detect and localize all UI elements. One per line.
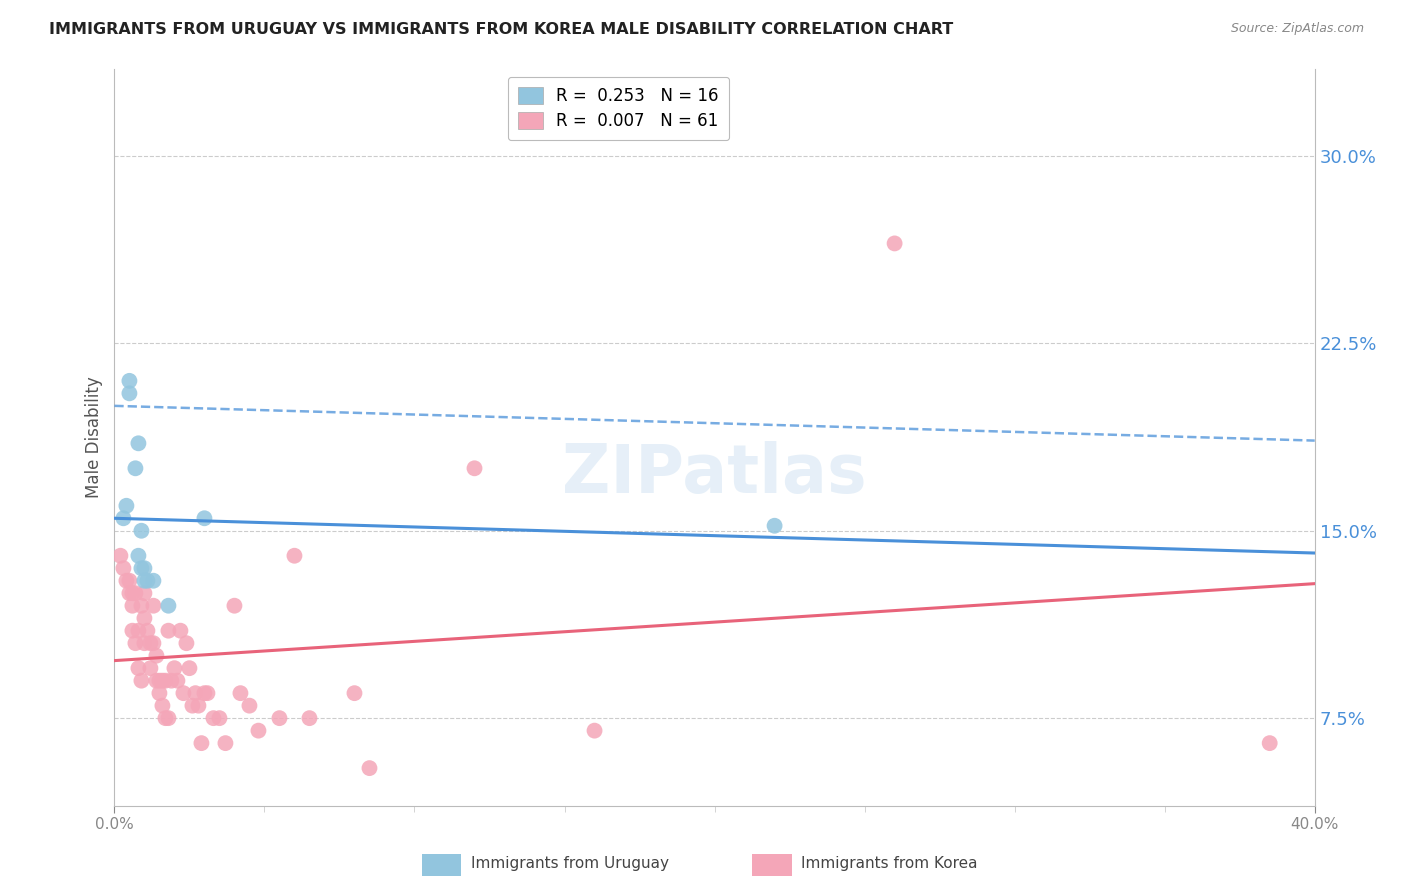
Point	[160, 673, 183, 688]
Text: ZIPatlas: ZIPatlas	[562, 441, 868, 507]
Point	[118, 586, 141, 600]
Point	[155, 673, 177, 688]
Point	[131, 673, 153, 688]
Point	[166, 673, 188, 688]
Point	[145, 673, 167, 688]
Point	[118, 574, 141, 588]
Point	[142, 599, 165, 613]
Point	[187, 698, 209, 713]
Point	[142, 636, 165, 650]
Text: Source: ZipAtlas.com: Source: ZipAtlas.com	[1230, 22, 1364, 36]
Point	[298, 711, 321, 725]
Point	[155, 711, 177, 725]
Point	[139, 636, 162, 650]
Point	[118, 386, 141, 401]
Point	[172, 686, 194, 700]
Point	[214, 736, 236, 750]
Point	[136, 574, 159, 588]
Point	[139, 661, 162, 675]
Point	[136, 624, 159, 638]
Point	[152, 698, 174, 713]
Point	[247, 723, 270, 738]
Point	[112, 561, 135, 575]
Text: Immigrants from Korea: Immigrants from Korea	[801, 856, 979, 871]
Legend: R =  0.253   N = 16, R =  0.007   N = 61: R = 0.253 N = 16, R = 0.007 N = 61	[508, 77, 728, 140]
Point	[184, 686, 207, 700]
Point	[283, 549, 305, 563]
Point	[148, 686, 170, 700]
Point	[127, 624, 149, 638]
Point	[463, 461, 485, 475]
Point	[134, 611, 156, 625]
Point	[127, 436, 149, 450]
Point	[1258, 736, 1281, 750]
Point	[112, 511, 135, 525]
Point	[229, 686, 252, 700]
Point	[193, 511, 215, 525]
Point	[124, 636, 146, 650]
Point	[179, 661, 201, 675]
Point	[124, 586, 146, 600]
Point	[121, 586, 143, 600]
Point	[142, 574, 165, 588]
Y-axis label: Male Disability: Male Disability	[86, 376, 103, 498]
Point	[224, 599, 246, 613]
Point	[583, 723, 606, 738]
Point	[238, 698, 260, 713]
Point	[134, 586, 156, 600]
Point	[157, 624, 180, 638]
Point	[176, 636, 198, 650]
Point	[124, 461, 146, 475]
Point	[163, 661, 186, 675]
Point	[197, 686, 219, 700]
Point	[193, 686, 215, 700]
Point	[134, 561, 156, 575]
Text: IMMIGRANTS FROM URUGUAY VS IMMIGRANTS FROM KOREA MALE DISABILITY CORRELATION CHA: IMMIGRANTS FROM URUGUAY VS IMMIGRANTS FR…	[49, 22, 953, 37]
Point	[134, 574, 156, 588]
Point	[115, 574, 138, 588]
Point	[121, 599, 143, 613]
Point	[190, 736, 212, 750]
Point	[127, 661, 149, 675]
Point	[202, 711, 225, 725]
Point	[127, 549, 149, 563]
Text: Immigrants from Uruguay: Immigrants from Uruguay	[471, 856, 669, 871]
Point	[763, 518, 786, 533]
Point	[157, 711, 180, 725]
Point	[118, 374, 141, 388]
Point	[134, 636, 156, 650]
Point	[152, 673, 174, 688]
Point	[131, 524, 153, 538]
Point	[131, 561, 153, 575]
Point	[359, 761, 381, 775]
Point	[883, 236, 905, 251]
Point	[121, 624, 143, 638]
Point	[169, 624, 191, 638]
Point	[145, 648, 167, 663]
Point	[157, 599, 180, 613]
Point	[115, 499, 138, 513]
Point	[208, 711, 231, 725]
Point	[131, 599, 153, 613]
Point	[110, 549, 132, 563]
Point	[269, 711, 291, 725]
Point	[148, 673, 170, 688]
Point	[181, 698, 204, 713]
Point	[343, 686, 366, 700]
